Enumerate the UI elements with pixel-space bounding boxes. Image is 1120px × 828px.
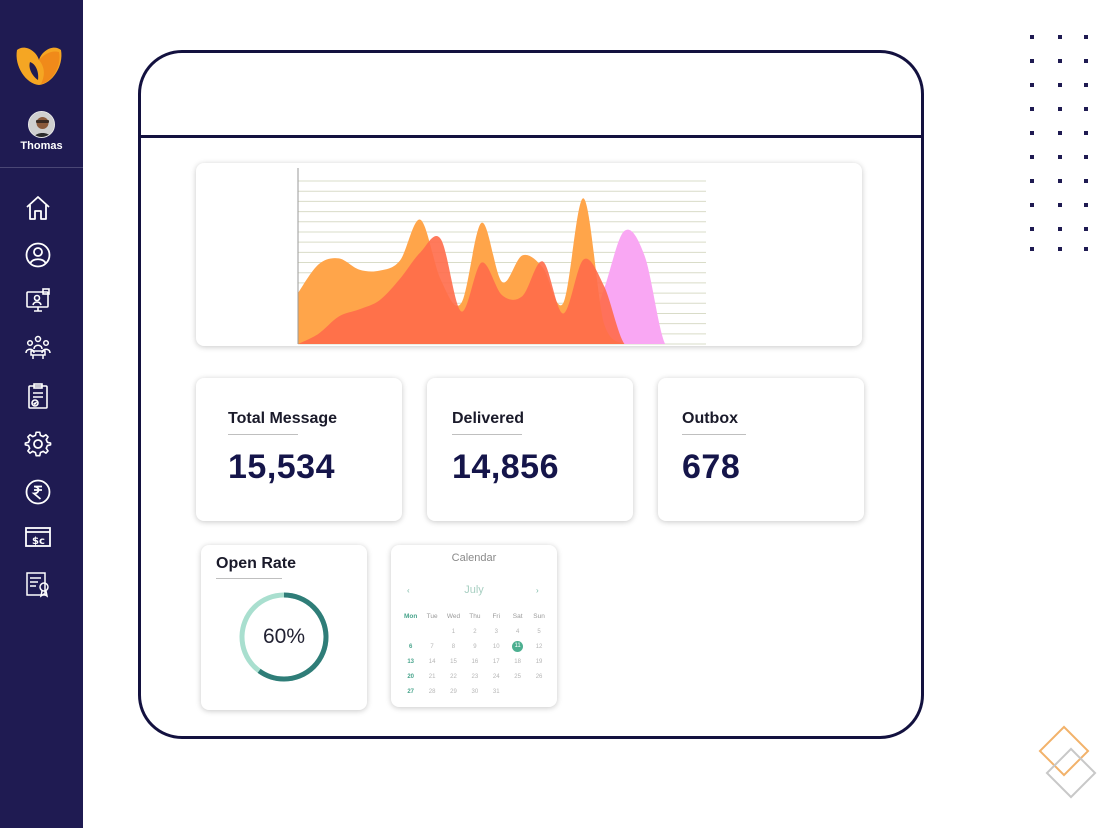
calendar-day[interactable]: 29 (450, 688, 457, 695)
stat-underline (452, 434, 522, 435)
decorative-dot-grid (1030, 35, 1088, 251)
sidebar-item-certificates[interactable] (23, 569, 53, 599)
stat-underline (682, 434, 746, 435)
frame-header-divider (138, 135, 924, 138)
calendar-weekday: Mon (404, 613, 418, 620)
sidebar-item-settings[interactable] (23, 429, 53, 459)
calendar-weekday: Sun (533, 613, 545, 620)
sidebar-item-billing[interactable]: $c (23, 522, 53, 552)
calendar-weekday: Wed (446, 613, 461, 620)
stat-card-total-message: Total Message 15,534 (196, 378, 402, 521)
calendar-week-row: 20 21 22 23 24 25 26 (400, 669, 550, 684)
calendar-day[interactable]: 3 (494, 628, 498, 635)
calendar-day[interactable]: 23 (471, 673, 479, 680)
calendar-day[interactable]: 6 (409, 643, 413, 650)
calendar-day[interactable]: 19 (535, 658, 543, 665)
stat-label: Delivered (452, 410, 525, 427)
user-name: Thomas (20, 140, 63, 152)
calendar-day[interactable]: 14 (428, 658, 436, 665)
open-rate-underline (216, 578, 282, 579)
calendar-weekday: Tue (426, 613, 438, 620)
calendar-day[interactable]: 12 (535, 643, 543, 650)
calendar-day[interactable]: 16 (471, 658, 479, 665)
home-icon (26, 196, 50, 220)
open-rate-label: Open Rate (216, 555, 297, 572)
sidebar-divider (0, 167, 83, 168)
calendar-weekday-row: Mon Tue Wed Thu Fri Sat Sun (400, 609, 550, 624)
calendar-month: July (464, 584, 484, 596)
calendar-weekday: Sat (512, 613, 523, 620)
chart-area-red (298, 236, 706, 344)
svg-text:$c: $c (32, 536, 45, 547)
calendar-day[interactable]: 17 (492, 658, 500, 665)
area-chart-card (196, 163, 862, 346)
stat-label: Outbox (682, 410, 738, 427)
gauge-progress-arc (239, 592, 329, 682)
calendar-day[interactable]: 31 (492, 688, 500, 695)
brand-logo[interactable] (14, 40, 64, 90)
calendar-grid: Mon Tue Wed Thu Fri Sat Sun 1 2 3 4 5 6 7 8 9 10 11 12 13 14… (400, 609, 550, 699)
stat-underline (228, 434, 298, 435)
calendar-day[interactable]: 28 (428, 688, 436, 695)
calendar-day[interactable]: 11 (507, 641, 528, 652)
calendar-day[interactable]: 15 (450, 658, 457, 665)
calendar-week-row: 27 28 29 30 31 (400, 684, 550, 699)
user-icon (25, 242, 51, 268)
gear-icon (24, 431, 52, 457)
calendar-day[interactable]: 18 (514, 658, 521, 665)
billing-icon: $c (25, 527, 51, 547)
stat-value: 14,856 (452, 448, 559, 486)
team-icon (25, 335, 51, 359)
open-rate-value: 60% (262, 625, 306, 648)
sidebar-item-monitor[interactable] (23, 286, 53, 316)
sidebar-item-payments[interactable] (23, 477, 53, 507)
calendar-card: Calendar ‹ July › Mon Tue Wed Thu Fri Sat Sun 1… (391, 545, 557, 707)
calendar-day[interactable]: 24 (492, 673, 500, 680)
calendar-day[interactable]: 10 (492, 643, 500, 650)
certificate-icon (26, 572, 49, 598)
calendar-day[interactable]: 30 (471, 688, 479, 695)
calendar-day[interactable]: 21 (428, 673, 436, 680)
calendar-day[interactable]: 4 (515, 628, 520, 635)
decorative-diamonds (1038, 725, 1097, 799)
sidebar-item-home[interactable] (23, 193, 53, 223)
calendar-day[interactable]: 1 (451, 628, 456, 635)
sidebar-item-team[interactable] (23, 332, 53, 362)
monitor-user-icon (26, 288, 50, 312)
avatar[interactable] (28, 111, 55, 138)
calendar-week-row: 13 14 15 16 17 18 19 (400, 654, 550, 669)
chart-series (298, 198, 706, 344)
calendar-week-row: 1 2 3 4 5 (400, 624, 550, 639)
sidebar-item-profile[interactable] (23, 240, 53, 270)
calendar-day[interactable]: 7 (430, 643, 434, 650)
stat-value: 678 (682, 448, 741, 486)
sidebar: Thomas (0, 0, 83, 828)
calendar-next-button[interactable]: › (536, 586, 539, 595)
stat-label: Total Message (228, 410, 338, 427)
stat-value: 15,534 (228, 448, 335, 486)
stat-card-outbox: Outbox 678 (658, 378, 864, 521)
calendar-weekday: Thu (469, 613, 481, 620)
calendar-week-row: 6 7 8 9 10 11 12 (400, 639, 550, 654)
calendar-day[interactable]: 2 (473, 628, 477, 635)
area-chart (297, 168, 706, 345)
calendar-prev-button[interactable]: ‹ (407, 586, 410, 595)
calendar-day[interactable]: 27 (407, 688, 415, 695)
open-rate-gauge (239, 592, 329, 682)
stat-card-delivered: Delivered 14,856 (427, 378, 633, 521)
calendar-title: Calendar (451, 552, 497, 564)
calendar-day[interactable]: 20 (407, 673, 415, 680)
calendar-day[interactable]: 9 (473, 643, 477, 650)
calendar-day[interactable]: 22 (450, 673, 457, 680)
calendar-weekday: Fri (492, 613, 501, 620)
calendar-day[interactable]: 13 (407, 658, 415, 665)
open-rate-card: Open Rate 60% (201, 545, 367, 710)
calendar-day[interactable]: 25 (514, 673, 521, 680)
rupee-icon (25, 479, 51, 505)
calendar-day[interactable]: 8 (451, 643, 456, 650)
calendar-day[interactable]: 26 (535, 673, 543, 680)
clipboard-check-icon (28, 383, 48, 409)
calendar-day[interactable]: 5 (537, 628, 541, 635)
sidebar-item-tasks[interactable] (23, 381, 53, 411)
